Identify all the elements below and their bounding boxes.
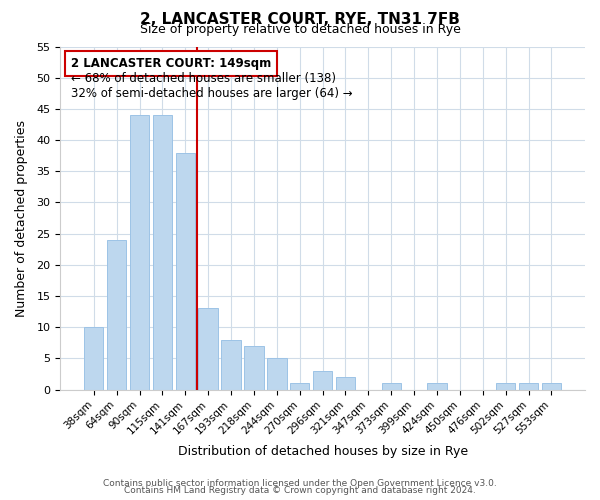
Y-axis label: Number of detached properties: Number of detached properties [15,120,28,316]
Bar [84,327,103,390]
Text: ← 68% of detached houses are smaller (138)
32% of semi-detached houses are large: ← 68% of detached houses are smaller (13… [71,57,352,100]
Text: 2 LANCASTER COURT: 149sqm: 2 LANCASTER COURT: 149sqm [71,57,271,70]
Bar [519,384,538,390]
Text: Size of property relative to detached houses in Rye: Size of property relative to detached ho… [140,22,460,36]
Text: 2, LANCASTER COURT, RYE, TN31 7FB: 2, LANCASTER COURT, RYE, TN31 7FB [140,12,460,28]
Bar [107,240,127,390]
Bar [130,115,149,390]
Bar [267,358,287,390]
Text: Contains public sector information licensed under the Open Government Licence v3: Contains public sector information licen… [103,478,497,488]
Bar [152,115,172,390]
Bar [176,152,195,390]
Bar [313,371,332,390]
Bar [427,384,447,390]
Bar [496,384,515,390]
Bar [244,346,263,390]
X-axis label: Distribution of detached houses by size in Rye: Distribution of detached houses by size … [178,444,467,458]
Bar [336,377,355,390]
Bar [542,384,561,390]
Bar [382,384,401,390]
Bar [221,340,241,390]
Text: Contains HM Land Registry data © Crown copyright and database right 2024.: Contains HM Land Registry data © Crown c… [124,486,476,495]
Bar [290,384,310,390]
Bar [199,308,218,390]
